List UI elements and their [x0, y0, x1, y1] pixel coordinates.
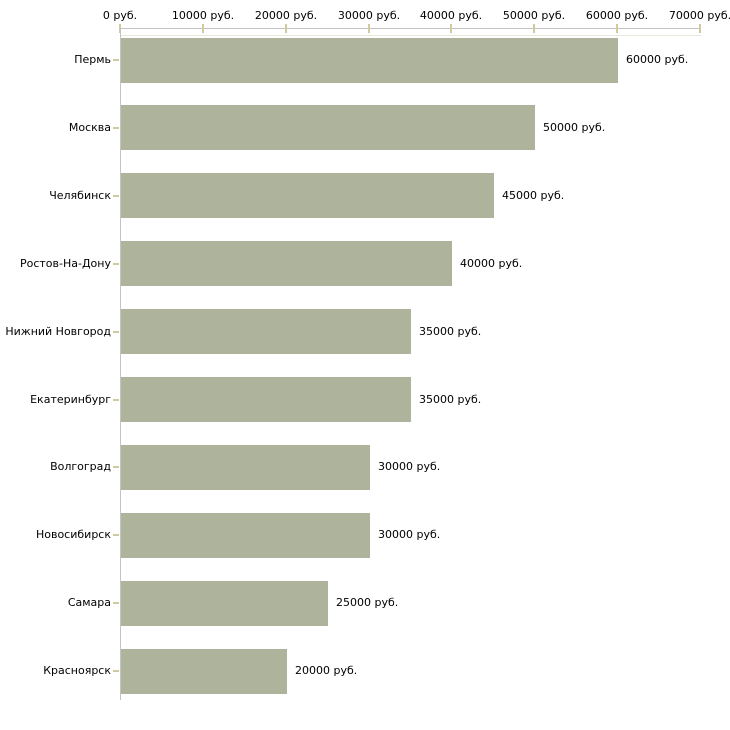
category-label: Екатеринбург: [30, 393, 111, 406]
y-axis-tick-mark: [113, 195, 119, 197]
x-axis-tick-label: 70000 руб.: [668, 9, 730, 22]
value-label: 45000 руб.: [502, 189, 565, 202]
y-axis-tick-mark: [113, 534, 119, 536]
x-axis-tick-mark: [699, 24, 701, 33]
category-label: Волгоград: [50, 460, 111, 473]
value-label: 30000 руб.: [378, 460, 441, 473]
category-label: Пермь: [74, 53, 111, 66]
x-axis-tick-mark: [202, 24, 204, 33]
value-label: 60000 руб.: [626, 53, 689, 66]
bar: [121, 513, 370, 558]
x-axis-tick-mark: [450, 24, 452, 33]
category-label: Красноярск: [43, 664, 111, 677]
y-axis-tick-mark: [113, 263, 119, 265]
value-label: 50000 руб.: [543, 121, 606, 134]
category-label: Новосибирск: [35, 528, 111, 541]
x-axis-tick-mark: [368, 24, 370, 33]
bar: [121, 241, 452, 286]
value-label: 25000 руб.: [336, 596, 399, 609]
x-axis-tick-mark: [533, 24, 535, 33]
y-axis-tick-mark: [113, 466, 119, 468]
bar: [121, 377, 411, 422]
y-axis-tick-mark: [113, 59, 119, 61]
category-label: Нижний Новгород: [5, 325, 111, 338]
x-axis-tick-label: 50000 руб.: [502, 9, 566, 22]
y-axis-tick-mark: [113, 602, 119, 604]
bar: [121, 173, 494, 218]
bar: [121, 38, 618, 83]
x-axis-tick-label: 40000 руб.: [419, 9, 483, 22]
bar: [121, 105, 535, 150]
x-axis-tick-label: 20000 руб.: [254, 9, 318, 22]
bar: [121, 445, 370, 490]
bar: [121, 581, 328, 626]
value-label: 35000 руб.: [419, 325, 482, 338]
y-axis-tick-mark: [113, 331, 119, 333]
y-axis-tick-mark: [113, 127, 119, 129]
plot-top-border: [120, 35, 701, 36]
value-label: 20000 руб.: [295, 664, 358, 677]
value-label: 35000 руб.: [419, 393, 482, 406]
category-label: Самара: [67, 596, 111, 609]
y-axis-line: [120, 28, 121, 700]
bar: [121, 649, 287, 694]
x-axis-line: [120, 28, 701, 29]
value-label: 40000 руб.: [460, 257, 523, 270]
x-axis-tick-label: 0 руб.: [102, 9, 138, 22]
x-axis-tick-label: 30000 руб.: [337, 9, 401, 22]
y-axis-tick-mark: [113, 670, 119, 672]
bar: [121, 309, 411, 354]
x-axis-tick-label: 60000 руб.: [585, 9, 649, 22]
value-label: 30000 руб.: [378, 528, 441, 541]
x-axis-tick-mark: [285, 24, 287, 33]
y-axis-tick-mark: [113, 399, 119, 401]
x-axis-tick-mark: [616, 24, 618, 33]
category-label: Челябинск: [49, 189, 111, 202]
category-label: Москва: [68, 121, 111, 134]
category-label: Ростов-На-Дону: [19, 257, 111, 270]
x-axis-tick-label: 10000 руб.: [171, 9, 235, 22]
